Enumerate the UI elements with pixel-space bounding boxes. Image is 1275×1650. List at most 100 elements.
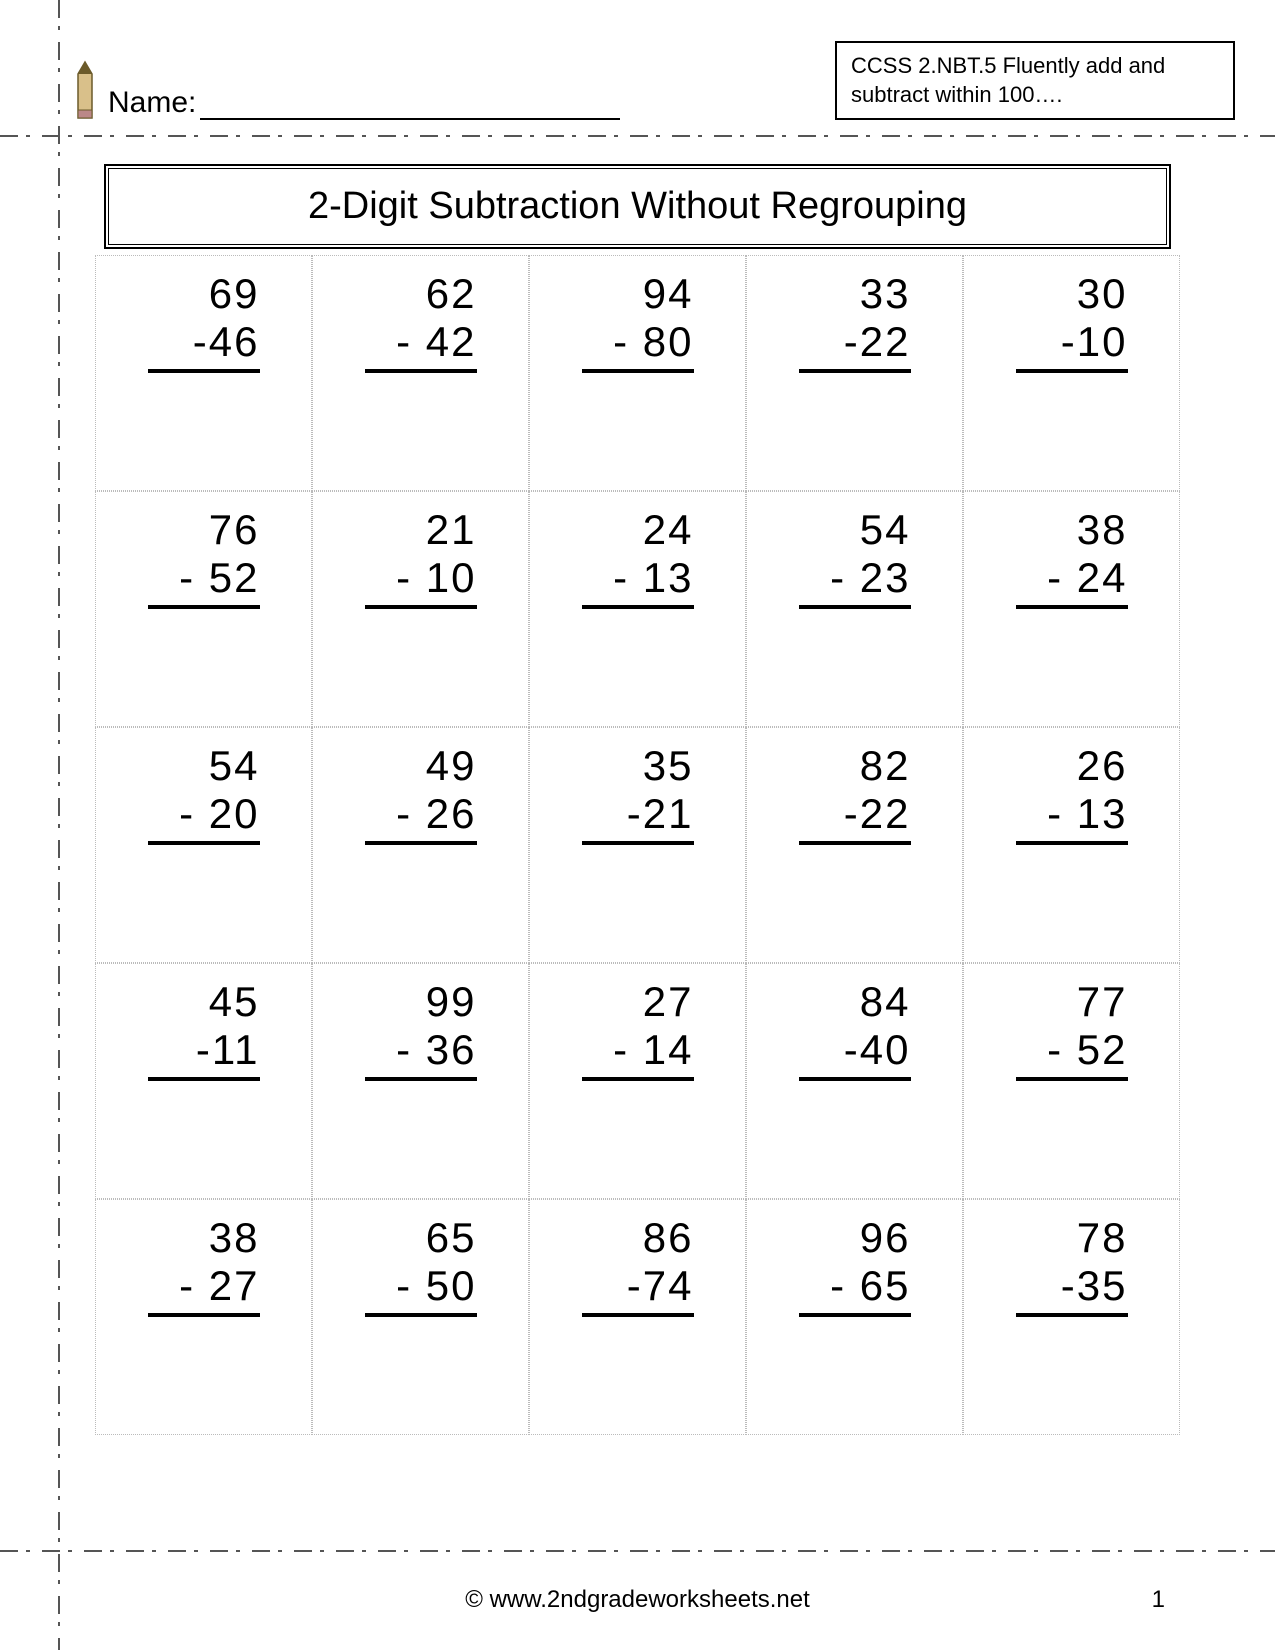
minuend: 69 [148, 270, 260, 318]
subtrahend: - 24 [1016, 554, 1128, 608]
subtraction-problem: 21- 10 [365, 506, 477, 609]
problem-cell: 94- 80 [529, 255, 746, 491]
subtrahend: -22 [799, 790, 911, 844]
minuend: 35 [582, 742, 694, 790]
subtrahend: -11 [148, 1026, 260, 1080]
minuend: 26 [1016, 742, 1128, 790]
standard-line-1: CCSS 2.NBT.5 Fluently add and [851, 51, 1219, 81]
minuend: 38 [1016, 506, 1128, 554]
footer-copyright: © www.2ndgradeworksheets.net [0, 1586, 1275, 1614]
minuend: 49 [365, 742, 477, 790]
subtrahend: -10 [1016, 318, 1128, 372]
subtrahend: - 52 [1016, 1026, 1128, 1080]
subtraction-problem: 26- 13 [1016, 742, 1128, 845]
subtrahend: - 65 [799, 1262, 911, 1316]
problem-cell: 26- 13 [963, 727, 1180, 963]
subtraction-problem: 54- 20 [148, 742, 260, 845]
problem-cell: 65- 50 [312, 1199, 529, 1435]
minuend: 84 [799, 978, 911, 1026]
problem-cell: 62- 42 [312, 255, 529, 491]
minuend: 54 [148, 742, 260, 790]
subtrahend: - 13 [1016, 790, 1128, 844]
problem-cell: 76- 52 [95, 491, 312, 727]
name-label: Name: [108, 86, 196, 120]
subtraction-problem: 99- 36 [365, 978, 477, 1081]
subtrahend: -40 [799, 1026, 911, 1080]
subtrahend: - 13 [582, 554, 694, 608]
problem-grid: 69-4662- 4294- 8033-2230-1076- 5221- 102… [95, 255, 1180, 1435]
subtrahend: - 14 [582, 1026, 694, 1080]
minuend: 62 [365, 270, 477, 318]
subtraction-problem: 54- 23 [799, 506, 911, 609]
subtrahend: - 10 [365, 554, 477, 608]
minuend: 78 [1016, 1214, 1128, 1262]
subtraction-problem: 82-22 [799, 742, 911, 845]
problem-cell: 24- 13 [529, 491, 746, 727]
subtrahend: - 36 [365, 1026, 477, 1080]
problem-cell: 69-46 [95, 255, 312, 491]
minuend: 65 [365, 1214, 477, 1262]
problem-cell: 96- 65 [746, 1199, 963, 1435]
minuend: 86 [582, 1214, 694, 1262]
subtraction-problem: 30-10 [1016, 270, 1128, 373]
minuend: 30 [1016, 270, 1128, 318]
subtraction-problem: 49- 26 [365, 742, 477, 845]
name-field: Name: [70, 60, 620, 120]
problem-cell: 86-74 [529, 1199, 746, 1435]
subtraction-problem: 38- 27 [148, 1214, 260, 1317]
minuend: 99 [365, 978, 477, 1026]
standard-line-2: subtract within 100…. [851, 80, 1219, 110]
subtrahend: - 27 [148, 1262, 260, 1316]
subtraction-problem: 94- 80 [582, 270, 694, 373]
subtraction-problem: 96- 65 [799, 1214, 911, 1317]
subtraction-problem: 33-22 [799, 270, 911, 373]
subtrahend: - 80 [582, 318, 694, 372]
name-underline[interactable] [200, 94, 620, 120]
subtraction-problem: 38- 24 [1016, 506, 1128, 609]
minuend: 76 [148, 506, 260, 554]
subtrahend: -74 [582, 1262, 694, 1316]
margin-guide-left [58, 0, 60, 1650]
subtrahend: -46 [148, 318, 260, 372]
problem-cell: 45-11 [95, 963, 312, 1199]
problem-cell: 35-21 [529, 727, 746, 963]
page-number: 1 [1152, 1586, 1165, 1614]
subtraction-problem: 35-21 [582, 742, 694, 845]
problem-cell: 99- 36 [312, 963, 529, 1199]
subtraction-problem: 45-11 [148, 978, 260, 1081]
subtrahend: -22 [799, 318, 911, 372]
margin-guide-bottom [0, 1550, 1275, 1552]
subtrahend: -21 [582, 790, 694, 844]
problem-cell: 21- 10 [312, 491, 529, 727]
pencil-icon [70, 60, 100, 120]
problem-cell: 38- 27 [95, 1199, 312, 1435]
page-title-text: 2-Digit Subtraction Without Regrouping [308, 185, 967, 227]
margin-guide-top [0, 135, 1275, 137]
problem-cell: 33-22 [746, 255, 963, 491]
minuend: 33 [799, 270, 911, 318]
subtraction-problem: 69-46 [148, 270, 260, 373]
subtrahend: - 26 [365, 790, 477, 844]
subtraction-problem: 86-74 [582, 1214, 694, 1317]
subtraction-problem: 24- 13 [582, 506, 694, 609]
subtraction-problem: 62- 42 [365, 270, 477, 373]
subtraction-problem: 84-40 [799, 978, 911, 1081]
page-title: 2-Digit Subtraction Without Regrouping [105, 165, 1170, 248]
problem-cell: 27- 14 [529, 963, 746, 1199]
minuend: 96 [799, 1214, 911, 1262]
minuend: 82 [799, 742, 911, 790]
subtraction-problem: 77- 52 [1016, 978, 1128, 1081]
problem-cell: 77- 52 [963, 963, 1180, 1199]
problem-cell: 54- 23 [746, 491, 963, 727]
subtrahend: - 23 [799, 554, 911, 608]
problem-cell: 82-22 [746, 727, 963, 963]
subtraction-problem: 65- 50 [365, 1214, 477, 1317]
subtrahend: - 50 [365, 1262, 477, 1316]
minuend: 24 [582, 506, 694, 554]
problem-cell: 54- 20 [95, 727, 312, 963]
subtrahend: - 20 [148, 790, 260, 844]
subtrahend: -35 [1016, 1262, 1128, 1316]
problem-cell: 49- 26 [312, 727, 529, 963]
subtraction-problem: 78-35 [1016, 1214, 1128, 1317]
minuend: 38 [148, 1214, 260, 1262]
